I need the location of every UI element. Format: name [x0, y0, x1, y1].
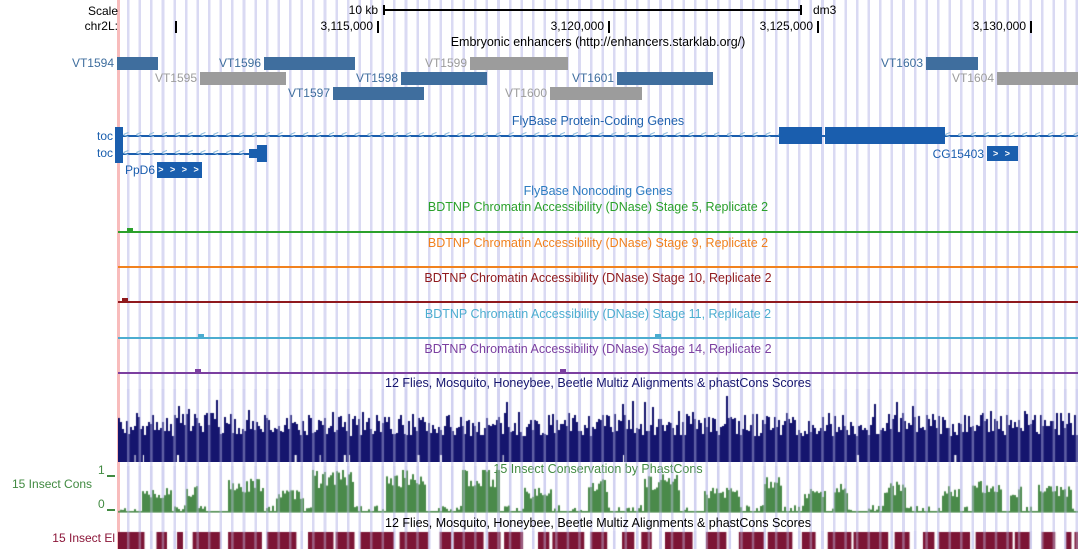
bdtnp-signal-blip: [655, 334, 661, 337]
gene-box-PpD6[interactable]: > > > >: [157, 162, 202, 178]
enhancer-box-VT1601[interactable]: [617, 72, 713, 85]
insect-elements-left-label[interactable]: 15 Insect El: [52, 531, 115, 545]
bdtnp-track-title-0[interactable]: BDTNP Chromatin Accessibility (DNase) St…: [427, 200, 769, 214]
strand-chevrons: > >: [992, 148, 1012, 158]
enhancer-label-VT1601[interactable]: VT1601: [571, 71, 614, 85]
enhancer-box-VT1595[interactable]: [200, 72, 286, 85]
scale-bar: [383, 9, 802, 11]
gene-exon[interactable]: [825, 127, 945, 144]
gene-label-toc-0[interactable]: toc: [96, 129, 113, 143]
gene-label-CG15403[interactable]: CG15403: [932, 147, 984, 161]
gene-strand-arrows: <<<<<<<<<<<<<<<<<<<<<<<<<<<<<<<<<<<<<<<<…: [123, 130, 1078, 141]
gene-strand-arrows: <<<<<<<<<<<<<<: [123, 148, 265, 159]
phastcons-left-label[interactable]: 15 Insect Cons: [12, 477, 93, 491]
gene-exon[interactable]: [779, 127, 822, 144]
ruler-tick-label: 3,130,000: [972, 19, 1026, 33]
enhancer-box-VT1597[interactable]: [333, 87, 424, 100]
bdtnp-signal-blip: [122, 298, 128, 301]
ruler-tick-label: 3,115,000: [320, 19, 374, 33]
highlight-line: [117, 0, 120, 549]
enhancer-label-VT1594[interactable]: VT1594: [71, 56, 114, 70]
gene-box-CG15403[interactable]: > >: [987, 146, 1018, 161]
enhancer-box-VT1599[interactable]: [470, 57, 568, 70]
bdtnp-signal-blip: [127, 228, 133, 231]
gene-label-toc-1[interactable]: toc: [96, 146, 113, 160]
bdtnp-track-title-4[interactable]: BDTNP Chromatin Accessibility (DNase) St…: [424, 342, 772, 356]
bdtnp-baseline-4: [118, 372, 1078, 374]
gene-exon[interactable]: [249, 149, 257, 158]
enhancer-label-VT1595[interactable]: VT1595: [154, 71, 197, 85]
scale-bar-left-tick: [383, 5, 385, 15]
chromosome-label: chr2L:: [84, 19, 118, 33]
bdtnp-track-title-2[interactable]: BDTNP Chromatin Accessibility (DNase) St…: [424, 271, 772, 285]
multiz-elements-track-title[interactable]: 12 Flies, Mosquito, Honeybee, Beetle Mul…: [385, 516, 811, 530]
ruler-tick: [1030, 21, 1032, 33]
enhancer-box-VT1600[interactable]: [550, 87, 642, 100]
gene-exon[interactable]: [257, 145, 267, 162]
gene-exon[interactable]: [115, 127, 123, 163]
phastcons-axis-max-tick: [107, 475, 115, 477]
insect-elements-canvas[interactable]: [118, 531, 1078, 549]
ruler-tick-label: 3,125,000: [759, 19, 813, 33]
phastcons-axis-min-tick: [107, 509, 115, 511]
protein-coding-track-title[interactable]: FlyBase Protein-Coding Genes: [511, 114, 685, 128]
bdtnp-signal-blip: [198, 334, 204, 337]
bdtnp-baseline-1: [118, 266, 1078, 268]
ruler-tick-label: 3,120,000: [550, 19, 604, 33]
enhancers-track-title[interactable]: Embryonic enhancers (http://enhancers.st…: [450, 35, 746, 49]
enhancer-label-VT1599[interactable]: VT1599: [424, 56, 467, 70]
noncoding-track-title[interactable]: FlyBase Noncoding Genes: [523, 184, 673, 198]
bdtnp-signal-blip: [195, 369, 201, 372]
ruler-tick: [608, 21, 610, 33]
scale-bar-right-tick: [800, 5, 802, 15]
multiz-histogram-canvas[interactable]: [118, 389, 1078, 462]
strand-chevrons: > > > >: [158, 164, 201, 175]
enhancer-label-VT1604[interactable]: VT1604: [951, 71, 994, 85]
ruler-tick: [377, 21, 379, 33]
bdtnp-baseline-2: [118, 301, 1078, 303]
ruler-tick: [175, 21, 177, 33]
enhancer-label-VT1597[interactable]: VT1597: [287, 86, 330, 100]
enhancer-box-VT1598[interactable]: [401, 72, 487, 85]
gene-label-PpD6[interactable]: PpD6: [124, 163, 155, 177]
scale-label: Scale: [87, 4, 118, 18]
ruler-tick: [817, 21, 819, 33]
phastcons-axis-min: 0: [98, 497, 105, 511]
enhancer-box-VT1603[interactable]: [926, 57, 978, 70]
enhancer-label-VT1596[interactable]: VT1596: [218, 56, 261, 70]
enhancer-box-VT1594[interactable]: [117, 57, 158, 70]
bdtnp-track-title-3[interactable]: BDTNP Chromatin Accessibility (DNase) St…: [424, 307, 772, 321]
scale-bar-text: 10 kb: [348, 3, 378, 17]
enhancer-label-VT1598[interactable]: VT1598: [355, 71, 398, 85]
enhancer-box-VT1596[interactable]: [264, 57, 355, 70]
bdtnp-baseline-0: [118, 231, 1078, 233]
enhancer-label-VT1600[interactable]: VT1600: [504, 86, 547, 100]
assembly-label: dm3: [813, 3, 837, 17]
gene-intron-line: [123, 153, 265, 155]
phastcons-histogram-canvas[interactable]: [118, 466, 1078, 513]
bdtnp-baseline-3: [118, 337, 1078, 339]
phastcons-axis-max: 1: [98, 463, 105, 477]
bdtnp-track-title-1[interactable]: BDTNP Chromatin Accessibility (DNase) St…: [427, 236, 769, 250]
bdtnp-signal-blip: [560, 369, 566, 372]
enhancer-box-VT1604[interactable]: [997, 72, 1078, 85]
multiz-track-title[interactable]: 12 Flies, Mosquito, Honeybee, Beetle Mul…: [385, 376, 811, 390]
enhancer-label-VT1603[interactable]: VT1603: [880, 56, 923, 70]
gene-intron-line: [123, 135, 1078, 137]
